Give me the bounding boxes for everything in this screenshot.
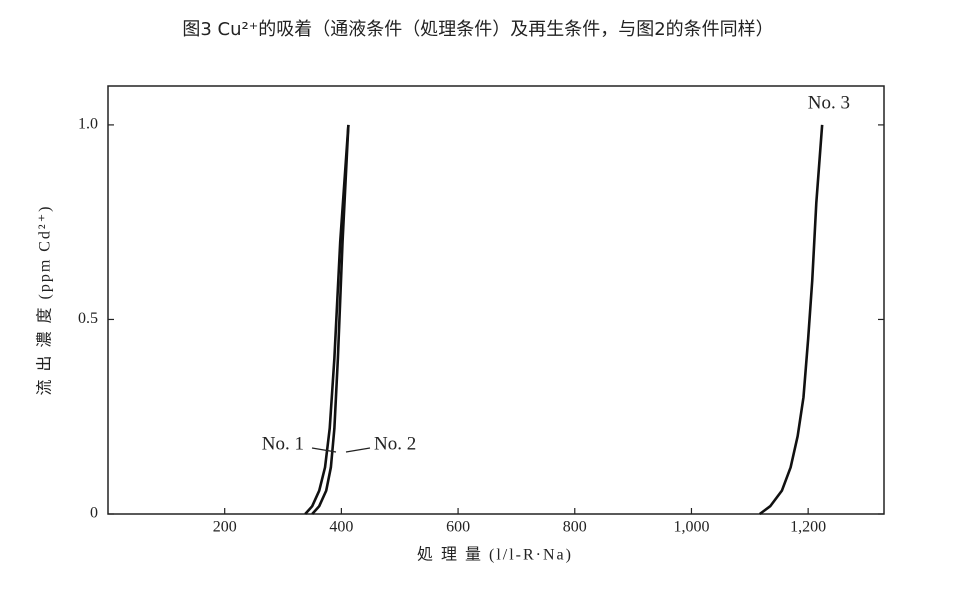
y-tick-label: 1.0 [78,116,98,133]
y-tick-label: 0 [90,505,98,522]
x-tick-label: 800 [563,519,587,536]
y-axis-label: 流 出 濃 度 (ppm Cd²⁺) [36,204,54,395]
x-tick-label: 1,000 [673,519,709,536]
series-label: No. 3 [808,92,850,113]
plot-frame [107,85,885,515]
x-tick-label: 200 [213,519,237,536]
series-label: No. 2 [374,433,416,454]
label-leader [345,447,371,453]
chart-title: 图3 Cu²⁺的吸着（通液条件（処理条件）及再生条件，与图2的条件同样） [182,19,773,40]
series-line [311,124,350,515]
x-axis-label: 処 理 量 (l/l-R·Na) [417,546,573,564]
series-label: No. 1 [262,433,304,454]
label-leader [311,447,337,453]
series-line [758,124,824,516]
x-tick-label: 400 [329,519,353,536]
x-tick-label: 1,200 [790,519,826,536]
x-tick-label: 600 [446,519,470,536]
y-tick-label: 0.5 [78,310,98,327]
series-line [304,124,350,515]
